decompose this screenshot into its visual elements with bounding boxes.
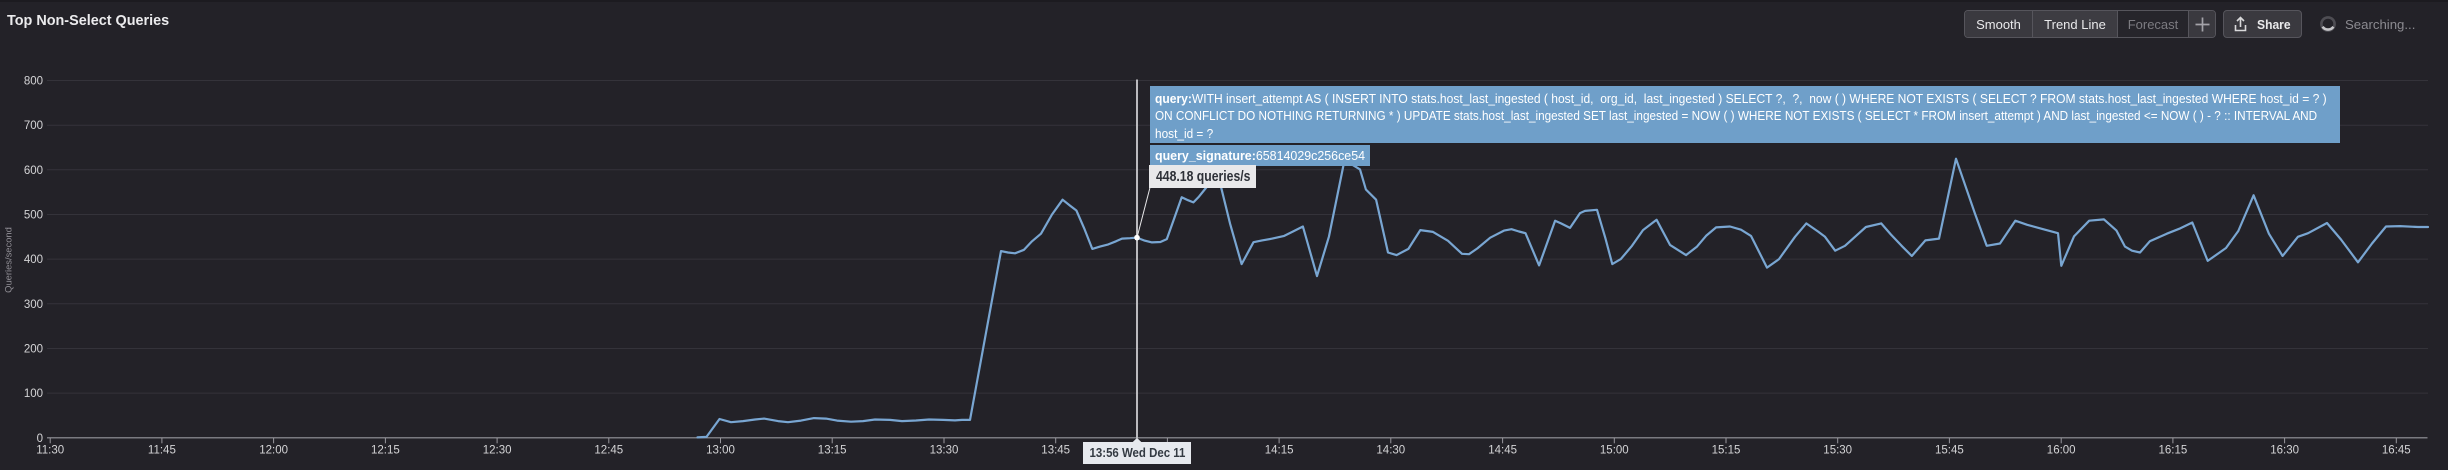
svg-text:200: 200 bbox=[24, 344, 43, 356]
svg-text:12:30: 12:30 bbox=[483, 445, 512, 457]
svg-text:14:15: 14:15 bbox=[1265, 445, 1294, 457]
svg-text:400: 400 bbox=[24, 254, 43, 266]
svg-text:300: 300 bbox=[24, 299, 43, 311]
svg-text:800: 800 bbox=[24, 76, 43, 88]
svg-text:15:30: 15:30 bbox=[1823, 445, 1852, 457]
svg-text:15:00: 15:00 bbox=[1600, 445, 1629, 457]
svg-text:13:00: 13:00 bbox=[706, 445, 735, 457]
svg-text:600: 600 bbox=[24, 165, 43, 177]
svg-text:16:45: 16:45 bbox=[2382, 445, 2411, 457]
svg-text:12:45: 12:45 bbox=[594, 445, 623, 457]
svg-text:12:15: 12:15 bbox=[371, 445, 400, 457]
svg-text:15:15: 15:15 bbox=[1712, 445, 1741, 457]
svg-text:13:30: 13:30 bbox=[930, 445, 959, 457]
svg-text:16:30: 16:30 bbox=[2270, 445, 2299, 457]
svg-text:0: 0 bbox=[37, 433, 43, 445]
svg-text:11:45: 11:45 bbox=[148, 445, 176, 457]
svg-text:Queries/second: Queries/second bbox=[3, 227, 14, 293]
svg-text:13:15: 13:15 bbox=[818, 445, 847, 457]
svg-text:15:45: 15:45 bbox=[1935, 445, 1964, 457]
svg-text:16:00: 16:00 bbox=[2047, 445, 2076, 457]
svg-text:12:00: 12:00 bbox=[259, 445, 288, 457]
svg-text:16:15: 16:15 bbox=[2159, 445, 2188, 457]
svg-text:500: 500 bbox=[24, 210, 43, 222]
svg-text:14:30: 14:30 bbox=[1376, 445, 1405, 457]
svg-text:700: 700 bbox=[24, 120, 43, 132]
svg-text:14:45: 14:45 bbox=[1488, 445, 1517, 457]
svg-text:13:45: 13:45 bbox=[1041, 445, 1070, 457]
svg-text:11:30: 11:30 bbox=[36, 445, 64, 457]
svg-text:100: 100 bbox=[24, 388, 43, 400]
